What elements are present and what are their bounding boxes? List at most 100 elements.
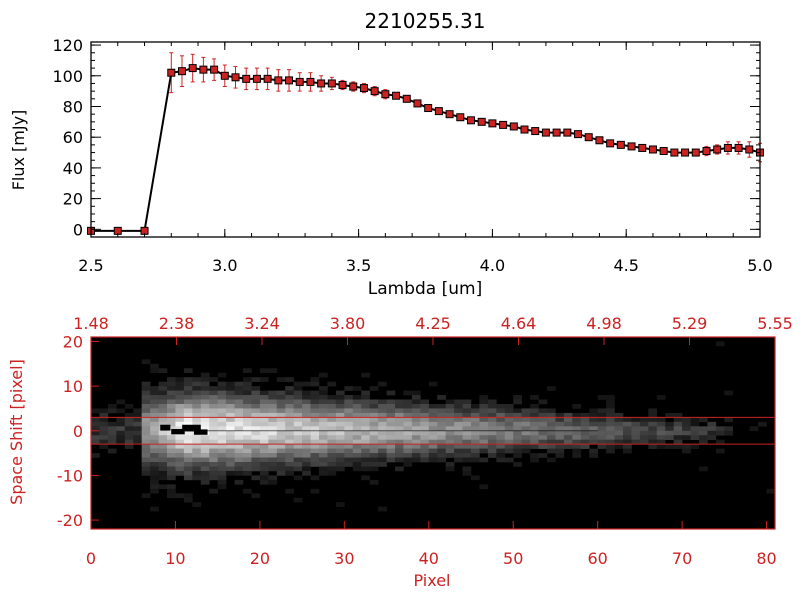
heatmap-cell: [437, 453, 446, 458]
heatmap-cell: [150, 363, 159, 369]
heatmap-cell: [471, 412, 480, 418]
heatmap-cell: [395, 444, 404, 449]
heatmap-cell: [200, 448, 210, 454]
heatmap-cell: [234, 457, 244, 463]
heatmap-cell: [141, 412, 151, 418]
heatmap-cell: [395, 403, 404, 409]
heatmap-cell: [91, 426, 100, 432]
heatmap-cell: [217, 444, 227, 449]
heatmap-cell: [183, 453, 193, 458]
heatmap-cell: [276, 408, 286, 414]
heatmap-cell: [563, 426, 573, 432]
heatmap-cell: [259, 417, 269, 423]
data-point: [242, 74, 251, 83]
heatmap-cell: [547, 426, 556, 432]
heatmap-cell: [200, 408, 210, 414]
heatmap-cell: [369, 399, 379, 405]
heatmap-cell: [335, 412, 345, 418]
heatmap-cell: [268, 444, 278, 449]
heatmap-cell: [319, 421, 328, 427]
heatmap-cell: [226, 412, 235, 418]
heatmap-cell: [648, 408, 658, 414]
heatmap-cell: [496, 439, 506, 445]
heatmap-cell: [395, 417, 404, 423]
heatmap-cell: [319, 453, 328, 458]
heatmap-cell: [758, 421, 767, 427]
heatmap-cell: [471, 439, 480, 445]
heatmap-cell: [243, 368, 252, 374]
heatmap-cell: [293, 399, 303, 405]
heatmap-cell: [251, 457, 261, 463]
heatmap-cell: [513, 412, 522, 418]
heatmap-cell: [243, 421, 252, 427]
heatmap-cell: [183, 377, 193, 382]
heatmap-cell: [192, 417, 202, 423]
heatmap-cell: [335, 453, 345, 458]
heatmap-cell: [141, 439, 151, 445]
heatmap-cell: [217, 408, 227, 414]
heatmap-cell: [150, 368, 159, 374]
heatmap-cell: [445, 448, 455, 454]
heatmap-cell: [327, 426, 337, 432]
heatmap-cell: [293, 475, 303, 481]
heatmap-cell: [293, 390, 303, 396]
heatmap-cell: [302, 381, 311, 387]
heatmap-cell: [319, 444, 328, 449]
heatmap-cell: [192, 408, 202, 414]
heatmap-cell: [572, 453, 582, 458]
heatmap-cell: [437, 412, 446, 418]
heatmap-cell: [462, 399, 472, 405]
heatmap-cell: [639, 426, 649, 432]
heatmap-cell: [656, 430, 666, 436]
heatmap-cell: [344, 435, 354, 440]
heatmap-cell: [251, 475, 261, 481]
heatmap-cell: [513, 453, 522, 458]
heatmap-cell: [521, 426, 531, 432]
heatmap-cell: [175, 421, 185, 427]
saturated-region: [182, 424, 201, 432]
heatmap-cell: [319, 439, 328, 445]
heatmap-cell: [335, 502, 345, 507]
heatmap-cell: [302, 390, 311, 396]
heatmap-cell: [209, 439, 218, 445]
data-point: [424, 104, 433, 113]
heatmap-cell: [234, 412, 244, 418]
data-point: [702, 147, 711, 156]
heatmap-cell: [141, 421, 151, 427]
heatmap-cell: [682, 435, 691, 440]
heatmap-cell: [217, 435, 227, 440]
heatmap-cell: [547, 408, 556, 414]
heatmap-cell: [310, 421, 320, 427]
heatmap-cell: [310, 381, 320, 387]
heatmap-cell: [251, 412, 261, 418]
heatmap-cell: [175, 386, 185, 391]
heatmap-cell: [217, 479, 227, 485]
heatmap-cell: [183, 466, 193, 472]
heatmap-cell: [175, 493, 185, 499]
heatmap-cell: [673, 435, 683, 440]
heatmap-cell: [243, 462, 252, 467]
heatmap-cell: [217, 386, 227, 391]
heatmap-cell: [293, 444, 303, 449]
heatmap-cell: [285, 377, 294, 382]
heatmap-cell: [183, 475, 193, 481]
heatmap-cell: [310, 390, 320, 396]
heatmap-cell: [411, 399, 421, 405]
heatmap-cell: [319, 417, 328, 423]
heatmap-cell: [378, 448, 387, 454]
heatmap-cell: [403, 390, 413, 396]
heatmap-cell: [411, 390, 421, 396]
heatmap-cell: [395, 430, 404, 436]
top-wavelength-tick-label: 2.38: [159, 314, 195, 333]
heatmap-cell: [268, 390, 278, 396]
heatmap-cell: [403, 444, 413, 449]
heatmap-cell: [259, 435, 269, 440]
heatmap-cell: [133, 430, 142, 436]
heatmap-cell: [479, 444, 489, 449]
heatmap-cell: [268, 399, 278, 405]
heatmap-cell: [656, 435, 666, 440]
heatmap-cell: [361, 412, 370, 418]
heatmap-cell: [547, 421, 556, 427]
heatmap-cell: [285, 448, 294, 454]
heatmap-cell: [285, 435, 294, 440]
